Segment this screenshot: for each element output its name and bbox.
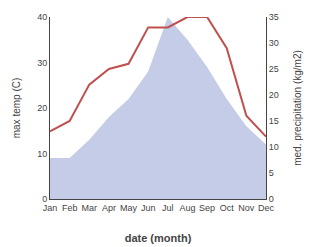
svg-text:med. precipitation (kg/m2): med. precipitation (kg/m2) [292, 50, 303, 166]
svg-text:0: 0 [42, 194, 47, 204]
svg-text:May: May [120, 203, 138, 213]
svg-text:30: 30 [37, 58, 47, 68]
svg-text:Sep: Sep [199, 203, 215, 213]
svg-text:5: 5 [269, 168, 274, 178]
svg-text:Apr: Apr [102, 203, 116, 213]
svg-text:Nov: Nov [238, 203, 255, 213]
svg-text:Jun: Jun [141, 203, 156, 213]
svg-text:35: 35 [269, 12, 279, 22]
svg-text:max temp (C): max temp (C) [11, 78, 22, 139]
svg-text:0: 0 [269, 194, 274, 204]
svg-text:25: 25 [269, 64, 279, 74]
svg-text:10: 10 [37, 149, 47, 159]
svg-text:Feb: Feb [62, 203, 78, 213]
svg-text:10: 10 [269, 142, 279, 152]
svg-text:Dec: Dec [258, 203, 275, 213]
svg-text:Jan: Jan [43, 203, 58, 213]
svg-text:30: 30 [269, 38, 279, 48]
svg-text:Aug: Aug [179, 203, 195, 213]
svg-text:20: 20 [37, 103, 47, 113]
svg-text:20: 20 [269, 90, 279, 100]
svg-text:Oct: Oct [220, 203, 235, 213]
svg-text:Jul: Jul [162, 203, 174, 213]
svg-text:40: 40 [37, 12, 47, 22]
svg-text:date (month): date (month) [125, 232, 192, 244]
svg-text:15: 15 [269, 116, 279, 126]
svg-text:Mar: Mar [82, 203, 98, 213]
